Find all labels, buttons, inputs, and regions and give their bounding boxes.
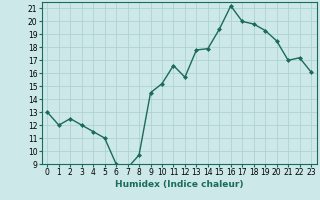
X-axis label: Humidex (Indice chaleur): Humidex (Indice chaleur) [115,180,244,189]
